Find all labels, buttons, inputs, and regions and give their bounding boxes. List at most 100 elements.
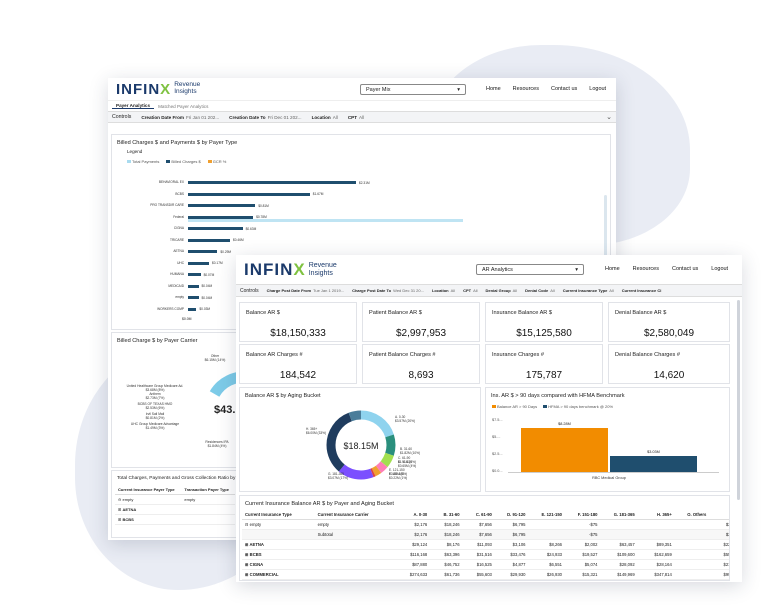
filter-cpt[interactable]: CPT All (347, 114, 365, 120)
legend-title: Legend (127, 149, 143, 154)
nav-contact[interactable]: Contact us (671, 266, 699, 272)
bar-billed-charges[interactable] (188, 204, 256, 207)
table-row[interactable]: ⊞ COMMERCIAL $274,633 $61,736 $55,603 $29,93… (242, 569, 729, 580)
bar-balance-ar-90[interactable] (521, 428, 608, 472)
table-cell: $109,600 (600, 549, 638, 560)
controls-bar: Controls Charge Post Date From Tue Jan 1 … (236, 284, 742, 297)
tab-payer-analytics[interactable]: Payer Analytics (112, 103, 155, 109)
col-header[interactable]: A. 0-30 (393, 510, 431, 520)
nav-resources[interactable]: Resources (632, 266, 659, 272)
table-cell: ⊞ COMMERCIAL (242, 569, 315, 580)
table-cell: $19,527 (564, 549, 601, 560)
col-header[interactable]: F. 151-180 (564, 510, 601, 520)
filter-denial-code[interactable]: Denial Code All (525, 288, 555, 293)
aging-segment[interactable] (326, 410, 396, 480)
filter-insurance-class[interactable]: Current Insurance Cl (621, 288, 662, 293)
table-cell: $18,246 (430, 529, 463, 540)
gcr-table-panel: Total Charges, Payments and Gross Collec… (111, 470, 239, 538)
col-header[interactable]: D. 91-120 (494, 510, 529, 520)
col-header[interactable]: G. 181-365 (600, 510, 638, 520)
bar-billed-charges[interactable] (188, 261, 209, 265)
table-cell: $995, (709, 569, 729, 580)
table-row[interactable]: Subtotal$2,176$18,246$7,656$6,795 -$75 $34… (242, 529, 729, 540)
col-header[interactable]: Current Insurance Type (242, 510, 315, 520)
table-row[interactable]: ⊞ BCBS $116,168 $63,396 $31,516 $33,476 $24,9… (242, 549, 729, 560)
table-cell: $2,002 (564, 539, 601, 550)
bar-billed-charges[interactable] (188, 284, 199, 288)
table-cell (528, 529, 565, 540)
bar-billed-charges[interactable] (188, 273, 201, 276)
bar-billed-charges[interactable] (188, 181, 356, 184)
table-cell: $63,457 (600, 539, 638, 550)
table-cell: ⊞ AETNA (242, 539, 315, 550)
filter-cpt[interactable]: CPT All (463, 288, 478, 293)
table-cell: $274,633 (393, 569, 431, 580)
table-row[interactable]: ⊞ CIGNA $87,880 $46,752 $16,525 $4,877 $6,551… (242, 559, 729, 570)
filter-charge-post-from[interactable]: Charge Post Date From Tue Jan 1 2019... (266, 288, 345, 293)
table-row: ⊖ empty empty (115, 494, 235, 505)
bar-billed-charges[interactable] (188, 215, 254, 219)
table-cell: $46,752 (430, 559, 463, 570)
table-row[interactable]: ⊞ CVCZ $1,012,473$469,947$161,897$331,133… (242, 579, 729, 580)
bar-billed-charges[interactable] (188, 238, 230, 242)
nav-home[interactable]: Home (486, 86, 501, 92)
filter-insurance-type[interactable]: Current Insurance Type All (562, 288, 614, 293)
nav-logout[interactable]: Logout (589, 86, 607, 92)
bar-billed-charges[interactable] (188, 250, 218, 253)
table-cell: $331,133 (494, 579, 529, 580)
table-row[interactable]: ⊞ AETNA $29,124 $8,176 $11,093 $3,106 $8,266 $… (242, 539, 729, 550)
col-header[interactable]: C. 61-90 (462, 510, 495, 520)
table-cell: $1,015,712 (600, 579, 638, 580)
chevron-down-icon[interactable]: ⌄ (606, 114, 612, 121)
col-header[interactable]: Transaction Payer Type (181, 485, 235, 495)
filter-denial-group[interactable]: Denial Group All (485, 288, 518, 293)
filter-charge-post-to[interactable]: Charge Post Date To Wed Dec 31 20... (352, 288, 424, 293)
table-cell (674, 549, 710, 560)
bar-billed-charges[interactable] (188, 227, 243, 230)
aging-label: G. 181-365 $3.07M (17%) (328, 472, 349, 480)
dashboard-selector[interactable]: AR Analytics ▾ (476, 264, 584, 275)
col-header[interactable]: H. 365+ (637, 510, 675, 520)
aging-segment[interactable] (326, 410, 396, 480)
filter-creation-to[interactable]: Creation Date To Fri Dec 01 202... (229, 114, 302, 120)
bar-value-label: $2.31M (359, 180, 370, 185)
col-header[interactable]: To (709, 510, 729, 520)
bar-total-payments[interactable] (188, 218, 463, 222)
col-header[interactable]: E. 121-150 (528, 510, 565, 520)
table-cell: $2,176 (393, 519, 431, 530)
nav-home[interactable]: Home (605, 266, 620, 272)
table-cell: $18,246 (430, 519, 463, 530)
payer-label: PRO TRANSDIR CARE (150, 203, 184, 207)
table-cell (674, 559, 710, 570)
payer-bar-chart: BEHAVIORAL EX $2.31M BCBS $1.67M PRO TRANSDI… (112, 175, 612, 327)
aging-segment[interactable] (326, 410, 396, 480)
table-cell: ⊞ CIGNA (242, 559, 315, 570)
bar-billed-charges[interactable] (188, 192, 310, 196)
bar-billed-charges[interactable] (188, 307, 197, 311)
kpi-insurance-balance-ar: Insurance Balance AR $ $15,125,580 (485, 302, 603, 342)
nav-logout[interactable]: Logout (711, 266, 729, 272)
filter-creation-from[interactable]: Creation Date From Fri Jan 01 202... (141, 114, 220, 120)
filter-location[interactable]: Location All (311, 114, 338, 120)
scrollbar[interactable] (737, 300, 740, 500)
col-header[interactable]: B. 31-60 (430, 510, 463, 520)
bar-billed-charges[interactable] (188, 296, 199, 299)
payer-label: BEHAVIORAL EX (158, 180, 184, 184)
dashboard-selector[interactable]: Payer Mix ▾ (360, 84, 466, 95)
bar-value-label: $0.78M (256, 215, 267, 219)
table-cell: -$75 (564, 529, 601, 540)
table-cell: $229,066 (528, 579, 565, 580)
bar-hfma-benchmark[interactable] (610, 456, 697, 472)
col-header[interactable]: O. Others (674, 510, 710, 520)
panel-title: Balance AR $ by Aging Bucket (245, 393, 321, 399)
tab-matched-payer-analytics[interactable]: Matched Payer Analytics (158, 103, 209, 109)
aging-segment[interactable] (326, 410, 396, 480)
col-header[interactable]: Current Insurance Payer Type (115, 485, 182, 495)
filter-location[interactable]: Location All (431, 288, 456, 293)
nav-contact[interactable]: Contact us (550, 86, 578, 92)
table-cell: ⊟ empty (242, 519, 315, 530)
bar-value-label: $0.17M (212, 261, 223, 265)
col-header[interactable]: Current Insurance Carrier (314, 510, 394, 520)
table-row[interactable]: ⊟ empty empty $2,176 $18,246 $7,656 $6,795 -$7… (242, 519, 729, 530)
nav-resources[interactable]: Resources (512, 86, 539, 92)
